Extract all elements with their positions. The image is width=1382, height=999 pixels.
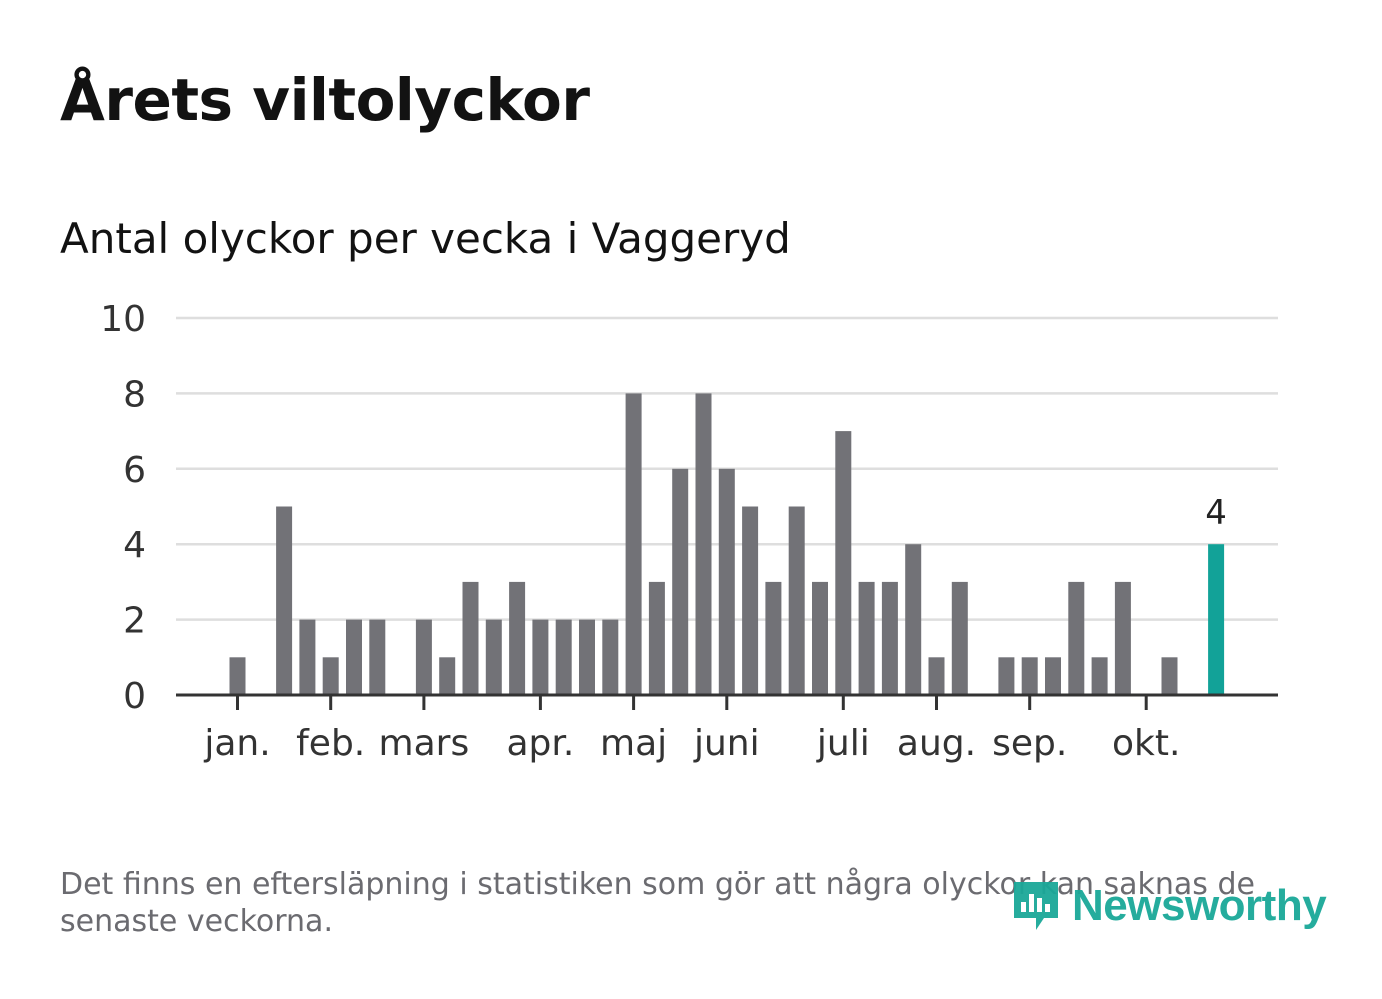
bar	[369, 619, 386, 695]
bar	[555, 619, 572, 695]
bar	[695, 393, 712, 695]
bar	[998, 657, 1015, 695]
bar	[1091, 657, 1108, 695]
y-axis-labels: 0 2 4 6 8 10	[100, 299, 146, 717]
y-tick-label: 6	[123, 450, 146, 491]
bar	[462, 581, 479, 695]
bar	[299, 619, 316, 695]
x-tick-label: feb.	[296, 723, 365, 764]
bar	[742, 506, 759, 695]
bar	[905, 544, 922, 695]
x-tick-label: juni	[693, 723, 760, 764]
bar	[881, 581, 898, 695]
x-tick-label: jan.	[203, 723, 270, 764]
y-tick-label: 4	[123, 525, 146, 566]
highlight-value-label: 4	[1205, 493, 1227, 533]
bar	[229, 657, 246, 695]
y-tick-label: 0	[123, 676, 146, 717]
x-tick-label: juli	[816, 723, 870, 764]
bar	[858, 581, 875, 695]
x-tick-label: okt.	[1112, 723, 1180, 764]
annotations: 4	[1205, 493, 1227, 533]
bar	[322, 657, 339, 695]
x-tick-label: maj	[600, 723, 667, 764]
x-tick-label: mars	[379, 723, 470, 764]
x-tick-label: aug.	[897, 723, 976, 764]
y-tick-label: 2	[123, 601, 146, 642]
newsworthy-logo: Newsworthy	[1010, 878, 1327, 934]
bar	[439, 657, 456, 695]
bar	[485, 619, 502, 695]
grid-lines	[176, 316, 1278, 621]
y-tick-label: 10	[100, 299, 146, 340]
bar	[672, 468, 689, 695]
x-tick-label: sep.	[992, 723, 1067, 764]
bar	[1045, 657, 1061, 695]
bar	[951, 581, 968, 695]
logo-text: Newsworthy	[1072, 881, 1327, 930]
bar	[346, 619, 362, 695]
y-tick-label: 8	[123, 374, 146, 415]
bar	[1021, 657, 1038, 695]
bar	[602, 619, 619, 695]
bar-chart: 0 2 4 6 8 10 jan. feb. mars apr. maj juni juli aug. s…	[100, 299, 1278, 764]
bars	[229, 393, 1225, 695]
bar	[812, 581, 828, 695]
bar	[765, 581, 782, 695]
bar	[648, 581, 665, 695]
bar	[1068, 581, 1085, 695]
bar	[1161, 657, 1178, 695]
bar	[788, 506, 805, 695]
bar	[928, 657, 945, 695]
bar	[718, 468, 735, 695]
bar	[579, 619, 595, 695]
newsworthy-logo-icon	[1014, 882, 1058, 930]
bar-highlight	[1208, 544, 1225, 695]
x-tick-label: apr.	[506, 723, 574, 764]
chart-subtitle: Antal olyckor per vecka i Vaggeryd	[60, 214, 791, 263]
x-axis: jan. feb. mars apr. maj juni juli aug. sep. okt.	[176, 693, 1278, 764]
bar	[532, 619, 549, 695]
chart-title: Årets viltolyckor	[60, 66, 590, 134]
bar	[835, 431, 852, 695]
bar	[276, 506, 293, 695]
bar	[1114, 581, 1131, 695]
bar	[625, 393, 642, 695]
bar	[415, 619, 432, 695]
bar	[509, 581, 526, 695]
